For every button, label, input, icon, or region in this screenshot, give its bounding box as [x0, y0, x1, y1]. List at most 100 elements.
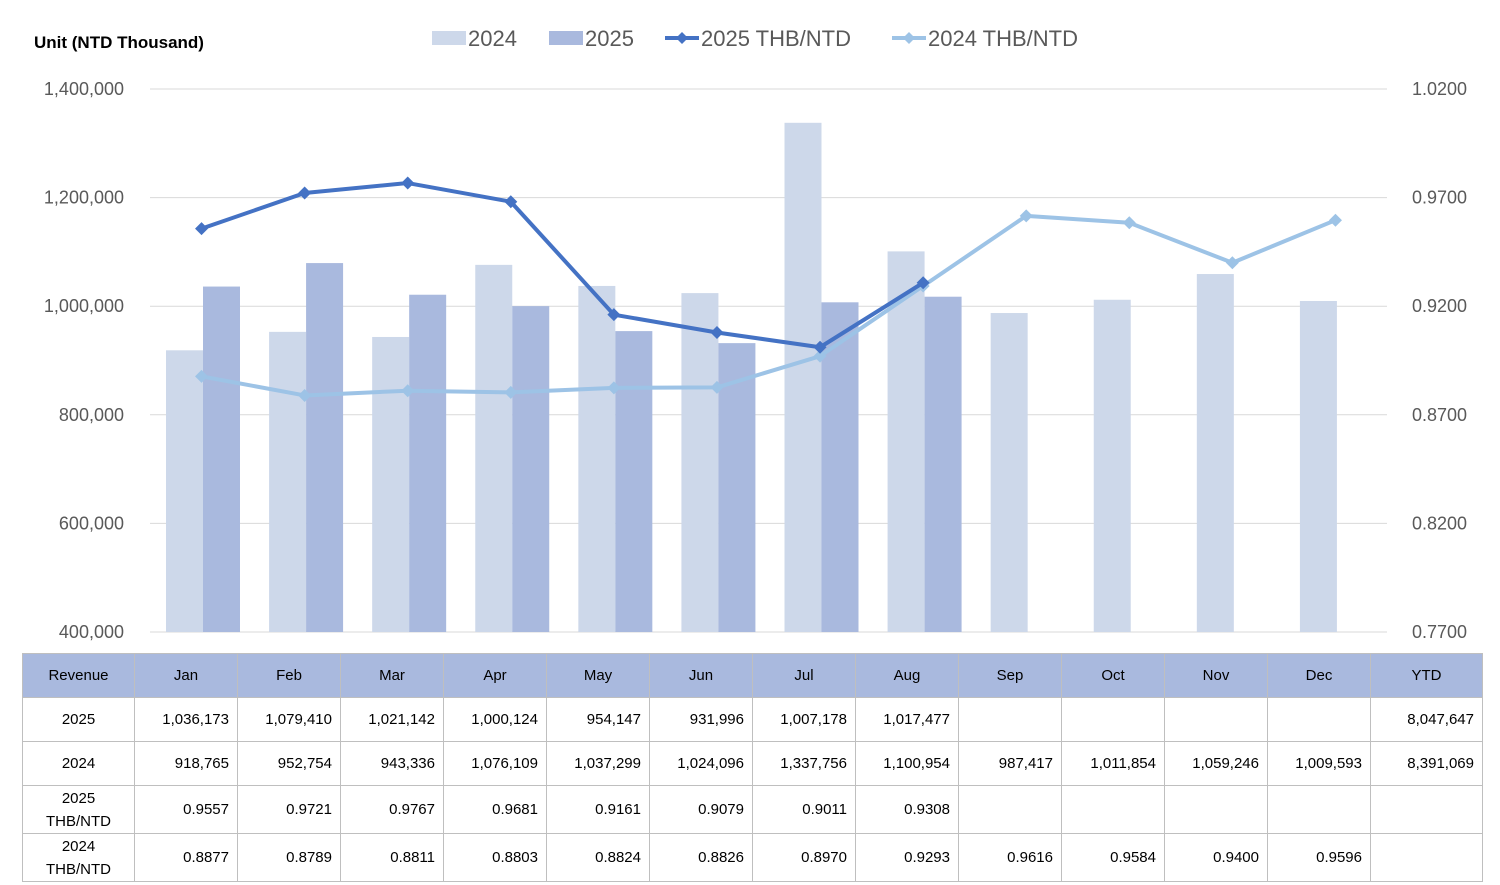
bar-2025-Jul [821, 302, 859, 632]
table-cell: 0.9596 [1267, 833, 1371, 882]
y-right-tick-label: 0.9700 [1412, 188, 1467, 208]
table-cell: 0.8877 [134, 833, 238, 882]
line-point-marker [1328, 213, 1342, 227]
y-left-tick-label: 1,200,000 [44, 188, 124, 208]
table-cell: 987,417 [958, 741, 1062, 786]
table-cell: 1,059,246 [1164, 741, 1268, 786]
table-cell: 1,100,954 [855, 741, 959, 786]
table-cell: 0.9011 [752, 785, 856, 834]
header-cell: Aug [855, 653, 959, 698]
bar-2024-May [578, 285, 616, 632]
line-point-marker [298, 388, 312, 402]
y-right-tick-label: 0.8200 [1412, 513, 1467, 533]
header-cell: Feb [237, 653, 341, 698]
table-cell: 1,021,142 [340, 697, 444, 742]
table-cell: 0.9079 [649, 785, 753, 834]
table-cell: 8,391,069 [1370, 741, 1483, 786]
table-row: 2025 1,036,173 1,079,410 1,021,142 1,000,124… [22, 697, 1483, 742]
legend-swatch [549, 31, 583, 45]
table-cell: 918,765 [134, 741, 238, 786]
line-point-marker [298, 186, 312, 200]
table-cell: 1,007,178 [752, 697, 856, 742]
y-right-tick-label: 1.0200 [1412, 79, 1467, 99]
legend-marker [903, 32, 915, 44]
revenue-table: Revenue Jan Feb Mar Apr May Jun Jul Aug … [22, 653, 1483, 882]
table-cell: 1,017,477 [855, 697, 959, 742]
table-cell [1164, 697, 1268, 742]
header-cell: Jan [134, 653, 238, 698]
table-cell: 0.9308 [855, 785, 959, 834]
y-left-tick-label: 400,000 [59, 622, 124, 642]
table-cell: 0.9557 [134, 785, 238, 834]
table-cell: 1,000,124 [443, 697, 547, 742]
line-point-marker [607, 381, 621, 395]
table-cell [1267, 697, 1371, 742]
table-cell: 1,076,109 [443, 741, 547, 786]
line-point-marker [710, 325, 724, 339]
bar-2025-Jan [203, 286, 240, 632]
bar-2025-May [615, 331, 653, 632]
table-row: 2024 THB/NTD 0.8877 0.8789 0.8811 0.8803 0.882… [22, 833, 1483, 882]
table-cell: 0.8826 [649, 833, 753, 882]
bar-2025-Apr [512, 306, 550, 632]
table-cell: 931,996 [649, 697, 753, 742]
table-cell: 0.9161 [546, 785, 650, 834]
table-cell: 0.8970 [752, 833, 856, 882]
bar-2024-Aug [887, 251, 925, 633]
y-right-tick-label: 0.9200 [1412, 296, 1467, 316]
table-cell: 1,037,299 [546, 741, 650, 786]
line-2025-THB-NTD [200, 181, 925, 350]
table-cell: 0.9293 [855, 833, 959, 882]
table-cell [958, 785, 1062, 834]
header-cell: Mar [340, 653, 444, 698]
line-point-marker [401, 384, 415, 398]
unit-label: Unit (NTD Thousand) [34, 33, 204, 52]
header-cell: Revenue [22, 653, 135, 698]
bar-2024-Dec [1299, 300, 1337, 632]
header-cell: Jul [752, 653, 856, 698]
bar-2024-Jan [166, 350, 203, 632]
table-cell: 1,079,410 [237, 697, 341, 742]
y-right-tick-label: 0.8700 [1412, 405, 1467, 425]
table-cell: 1,024,096 [649, 741, 753, 786]
header-cell: Sep [958, 653, 1062, 698]
table-cell [1061, 697, 1165, 742]
line-point-marker [607, 308, 621, 322]
y-left-tick-label: 600,000 [59, 513, 124, 533]
table-cell [1370, 785, 1483, 834]
bar-2025-Mar [409, 294, 447, 632]
line-point-marker [504, 385, 518, 399]
line-point-marker [401, 176, 415, 190]
table-cell: 943,336 [340, 741, 444, 786]
table-cell [1061, 785, 1165, 834]
combo-chart: 400,000 600,000 800,000 1,000,000 1,200,000 1… [34, 26, 1467, 642]
bar-2024-Sep [990, 313, 1028, 632]
bar-2024-Nov [1196, 274, 1234, 632]
line-point-marker [1122, 216, 1136, 230]
legend-label: 2025 THB/NTD [701, 26, 851, 51]
table-cell: 1,009,593 [1267, 741, 1371, 786]
table-cell [1267, 785, 1371, 834]
table-cell: 0.9400 [1164, 833, 1268, 882]
legend-label: 2024 [468, 26, 517, 51]
table-cell [1164, 785, 1268, 834]
table-cell: 954,147 [546, 697, 650, 742]
line-point-marker [1019, 209, 1033, 223]
header-cell: YTD [1370, 653, 1483, 698]
table-cell: 0.9681 [443, 785, 547, 834]
table-header-row: Revenue Jan Feb Mar Apr May Jun Jul Aug … [22, 653, 1483, 698]
line-point-marker [710, 380, 724, 394]
legend-label: 2025 [585, 26, 634, 51]
header-cell: Dec [1267, 653, 1371, 698]
bar-2024-Oct [1093, 299, 1131, 632]
table-cell [958, 697, 1062, 742]
bar-2024-Jul [784, 122, 822, 632]
header-cell: Oct [1061, 653, 1165, 698]
table-cell: 8,047,647 [1370, 697, 1483, 742]
table-cell: 0.9616 [958, 833, 1062, 882]
table-cell: 0.9721 [237, 785, 341, 834]
line-point-marker [916, 276, 930, 290]
table-row: 2024 918,765 952,754 943,336 1,076,109 1,037,… [22, 741, 1483, 786]
y-left-tick-label: 1,000,000 [44, 296, 124, 316]
bar-2025-Jun [718, 343, 756, 632]
